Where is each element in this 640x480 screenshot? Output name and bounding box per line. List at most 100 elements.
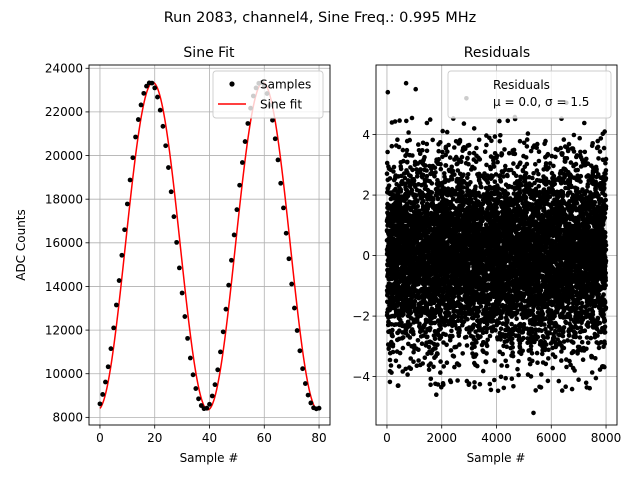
residual-point xyxy=(444,342,449,348)
residual-point xyxy=(418,167,423,172)
sine-fit-xlabel: Sample # xyxy=(180,451,239,465)
sample-point xyxy=(302,381,308,386)
residual-point xyxy=(465,317,470,322)
residual-point xyxy=(443,163,449,168)
residuals-title: Residuals xyxy=(464,45,530,61)
sample-point xyxy=(281,205,286,211)
residual-point xyxy=(435,196,441,202)
sine-fit-ytick-label-2: 12000 xyxy=(45,323,83,337)
residual-point xyxy=(438,166,444,172)
sample-point xyxy=(272,136,278,142)
residual-point xyxy=(393,186,398,192)
residual-point xyxy=(487,381,493,387)
residual-point xyxy=(414,363,420,369)
sample-point xyxy=(226,282,232,288)
residual-point xyxy=(405,372,410,377)
residual-point xyxy=(516,358,521,364)
sine-fit-series-group xyxy=(99,81,320,411)
residual-point xyxy=(446,142,451,148)
residual-point xyxy=(400,147,406,153)
residual-point xyxy=(385,149,390,155)
residual-point xyxy=(510,345,515,350)
residual-point xyxy=(471,126,477,131)
sample-point xyxy=(209,393,215,399)
residual-point xyxy=(390,327,395,333)
residual-point xyxy=(493,328,498,333)
residual-point xyxy=(504,344,510,350)
residual-point xyxy=(511,161,516,166)
residual-point xyxy=(444,129,450,135)
residual-point xyxy=(384,171,390,176)
residual-point xyxy=(415,204,421,209)
sample-point xyxy=(179,290,185,296)
residual-point xyxy=(480,368,486,374)
residual-point xyxy=(484,351,489,356)
residual-point xyxy=(483,359,489,365)
residual-point xyxy=(424,148,430,154)
residual-point xyxy=(390,349,396,355)
residual-point xyxy=(464,343,470,348)
sine-fit-xtick-label-2: 40 xyxy=(202,431,217,445)
residual-point xyxy=(401,158,406,164)
residual-point xyxy=(416,347,421,353)
residual-point xyxy=(429,181,435,186)
legend-samples-marker xyxy=(229,81,235,87)
residual-point xyxy=(447,311,452,316)
residual-point xyxy=(505,118,511,124)
residual-point xyxy=(509,376,515,382)
residual-point xyxy=(467,150,472,156)
residual-point xyxy=(405,159,410,165)
residual-point xyxy=(460,351,466,356)
sample-point xyxy=(316,405,322,411)
residual-point xyxy=(425,334,430,340)
residual-point xyxy=(494,153,500,159)
residual-point xyxy=(408,356,414,361)
sample-point xyxy=(215,367,221,373)
residual-point xyxy=(411,359,416,365)
residual-point xyxy=(390,333,395,339)
sample-point xyxy=(97,401,103,407)
residual-point xyxy=(510,353,516,359)
sine-fit-xtick-label-0: 0 xyxy=(96,431,104,445)
sample-point xyxy=(283,230,289,236)
residual-point xyxy=(409,187,415,193)
residual-point xyxy=(384,160,390,166)
residual-point xyxy=(466,142,472,148)
residual-point xyxy=(499,151,505,157)
residual-point xyxy=(464,334,469,340)
sample-point xyxy=(239,160,245,165)
residual-point xyxy=(461,121,467,126)
residual-point xyxy=(477,157,483,162)
sample-point xyxy=(171,214,177,220)
residual-point xyxy=(426,344,432,350)
residual-point xyxy=(502,147,507,152)
residual-point xyxy=(386,183,392,188)
residual-point xyxy=(435,342,440,348)
sample-point xyxy=(190,372,196,378)
residual-point xyxy=(443,332,449,338)
residual-point xyxy=(415,338,421,343)
residual-point xyxy=(432,336,438,342)
residual-point xyxy=(387,176,393,181)
residual-point xyxy=(492,134,498,139)
sample-point xyxy=(135,117,141,122)
sine-fit-xtick-label-3: 60 xyxy=(257,431,272,445)
sine-fit-ticks: 0 20 40 60 808000100001200014000160001800020… xyxy=(45,62,327,445)
residual-point xyxy=(435,351,440,357)
residual-point xyxy=(410,153,415,158)
residual-point xyxy=(428,376,434,382)
residual-point xyxy=(432,174,437,179)
residual-point xyxy=(512,151,518,157)
residual-point xyxy=(487,333,493,339)
sample-point xyxy=(297,348,303,354)
sine-fit-legend-box xyxy=(212,70,324,119)
residual-point xyxy=(395,265,400,271)
residual-point xyxy=(426,367,432,373)
sine-fit-line xyxy=(99,81,320,411)
sample-point xyxy=(127,177,133,183)
residual-point xyxy=(412,298,418,304)
residual-point xyxy=(461,172,466,177)
residual-point xyxy=(424,168,429,173)
residual-point xyxy=(482,149,488,154)
residual-point xyxy=(455,378,460,383)
